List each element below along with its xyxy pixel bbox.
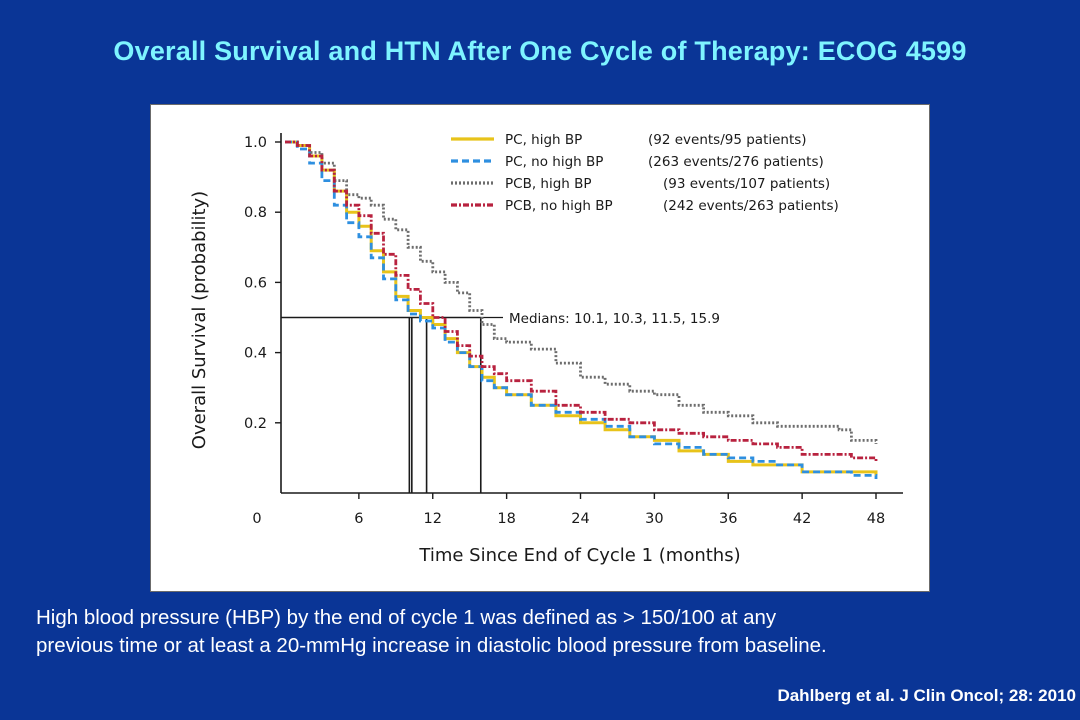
y-tick-label: 0.4 (244, 346, 267, 362)
series-line-3 (285, 140, 878, 444)
citation: Dahlberg et al. J Clin Oncol; 28: 2010 (777, 686, 1076, 705)
x-tick-label: 12 (424, 511, 442, 527)
x-tick-label: 18 (497, 511, 515, 527)
legend-detail: (93 events/107 patients) (663, 176, 830, 192)
y-axis-label: Overall Survival (probability) (189, 191, 210, 449)
x-tick-label: 42 (793, 511, 811, 527)
legend-detail: (263 events/276 patients) (648, 154, 824, 170)
legend-label: PC, high BP (505, 132, 582, 148)
y-tick-label: 0.6 (244, 275, 267, 291)
x-tick-label: 6 (354, 511, 363, 527)
slide-title: Overall Survival and HTN After One Cycle… (113, 36, 967, 66)
legend-label: PCB, no high BP (505, 198, 613, 214)
legend-label: PC, no high BP (505, 154, 603, 170)
legend-detail: (242 events/263 patients) (663, 198, 839, 214)
x-tick-label: 0 (252, 511, 261, 527)
caption: High blood pressure (HBP) by the end of … (36, 604, 1076, 660)
y-tick-label: 0.2 (244, 416, 267, 432)
x-axis-label: Time Since End of Cycle 1 (months) (418, 545, 740, 566)
survival-chart-panel: 0.2 0.4 0.6 0.8 1.0 0 6 12 18 24 30 36 42 48 PC, high… (150, 104, 930, 592)
y-tick-label: 1.0 (244, 135, 267, 151)
x-tick-label: 24 (571, 511, 589, 527)
caption-line-2: previous time or at least a 20-mmHg incr… (36, 634, 827, 657)
median-annotation: Medians: 10.1, 10.3, 11.5, 15.9 (509, 311, 720, 327)
y-tick-label: 0.8 (244, 205, 267, 221)
x-tick-label: 30 (645, 511, 663, 527)
series-line-2 (285, 140, 878, 479)
series-line-4 (285, 140, 878, 462)
x-tick-label: 36 (719, 511, 737, 527)
legend-detail: (92 events/95 patients) (648, 132, 807, 148)
caption-line-1: High blood pressure (HBP) by the end of … (36, 606, 777, 629)
x-tick-label: 48 (867, 511, 885, 527)
survival-chart: 0.2 0.4 0.6 0.8 1.0 0 6 12 18 24 30 36 42 48 PC, high… (189, 132, 903, 566)
legend-label: PCB, high BP (505, 176, 592, 192)
series-line-1 (285, 140, 878, 476)
